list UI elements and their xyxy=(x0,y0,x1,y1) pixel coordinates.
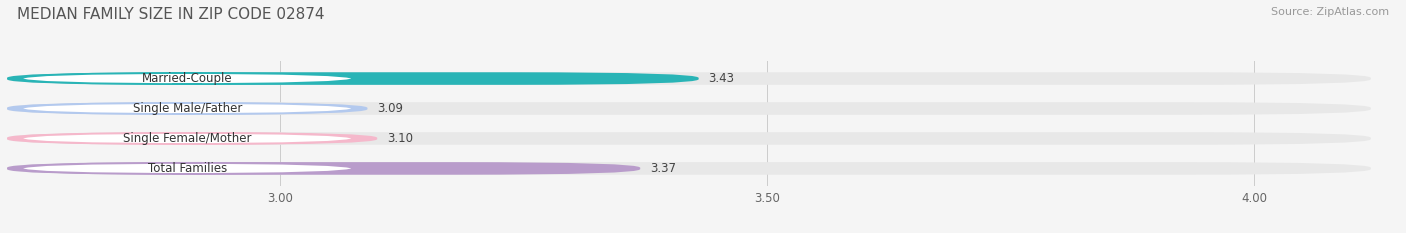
FancyBboxPatch shape xyxy=(7,72,699,85)
FancyBboxPatch shape xyxy=(21,73,353,84)
Text: Married-Couple: Married-Couple xyxy=(142,72,232,85)
Text: Single Female/Mother: Single Female/Mother xyxy=(122,132,252,145)
FancyBboxPatch shape xyxy=(7,102,367,115)
FancyBboxPatch shape xyxy=(7,132,1371,145)
FancyBboxPatch shape xyxy=(21,163,353,174)
Text: Source: ZipAtlas.com: Source: ZipAtlas.com xyxy=(1271,7,1389,17)
FancyBboxPatch shape xyxy=(7,72,1371,85)
FancyBboxPatch shape xyxy=(21,103,353,114)
Text: 3.43: 3.43 xyxy=(709,72,734,85)
Text: Total Families: Total Families xyxy=(148,162,226,175)
Text: 3.09: 3.09 xyxy=(377,102,404,115)
Text: 3.10: 3.10 xyxy=(387,132,413,145)
FancyBboxPatch shape xyxy=(21,133,353,144)
Text: 3.37: 3.37 xyxy=(650,162,676,175)
Text: MEDIAN FAMILY SIZE IN ZIP CODE 02874: MEDIAN FAMILY SIZE IN ZIP CODE 02874 xyxy=(17,7,325,22)
FancyBboxPatch shape xyxy=(7,162,640,175)
FancyBboxPatch shape xyxy=(7,162,1371,175)
FancyBboxPatch shape xyxy=(7,102,1371,115)
FancyBboxPatch shape xyxy=(7,132,377,145)
Text: Single Male/Father: Single Male/Father xyxy=(132,102,242,115)
